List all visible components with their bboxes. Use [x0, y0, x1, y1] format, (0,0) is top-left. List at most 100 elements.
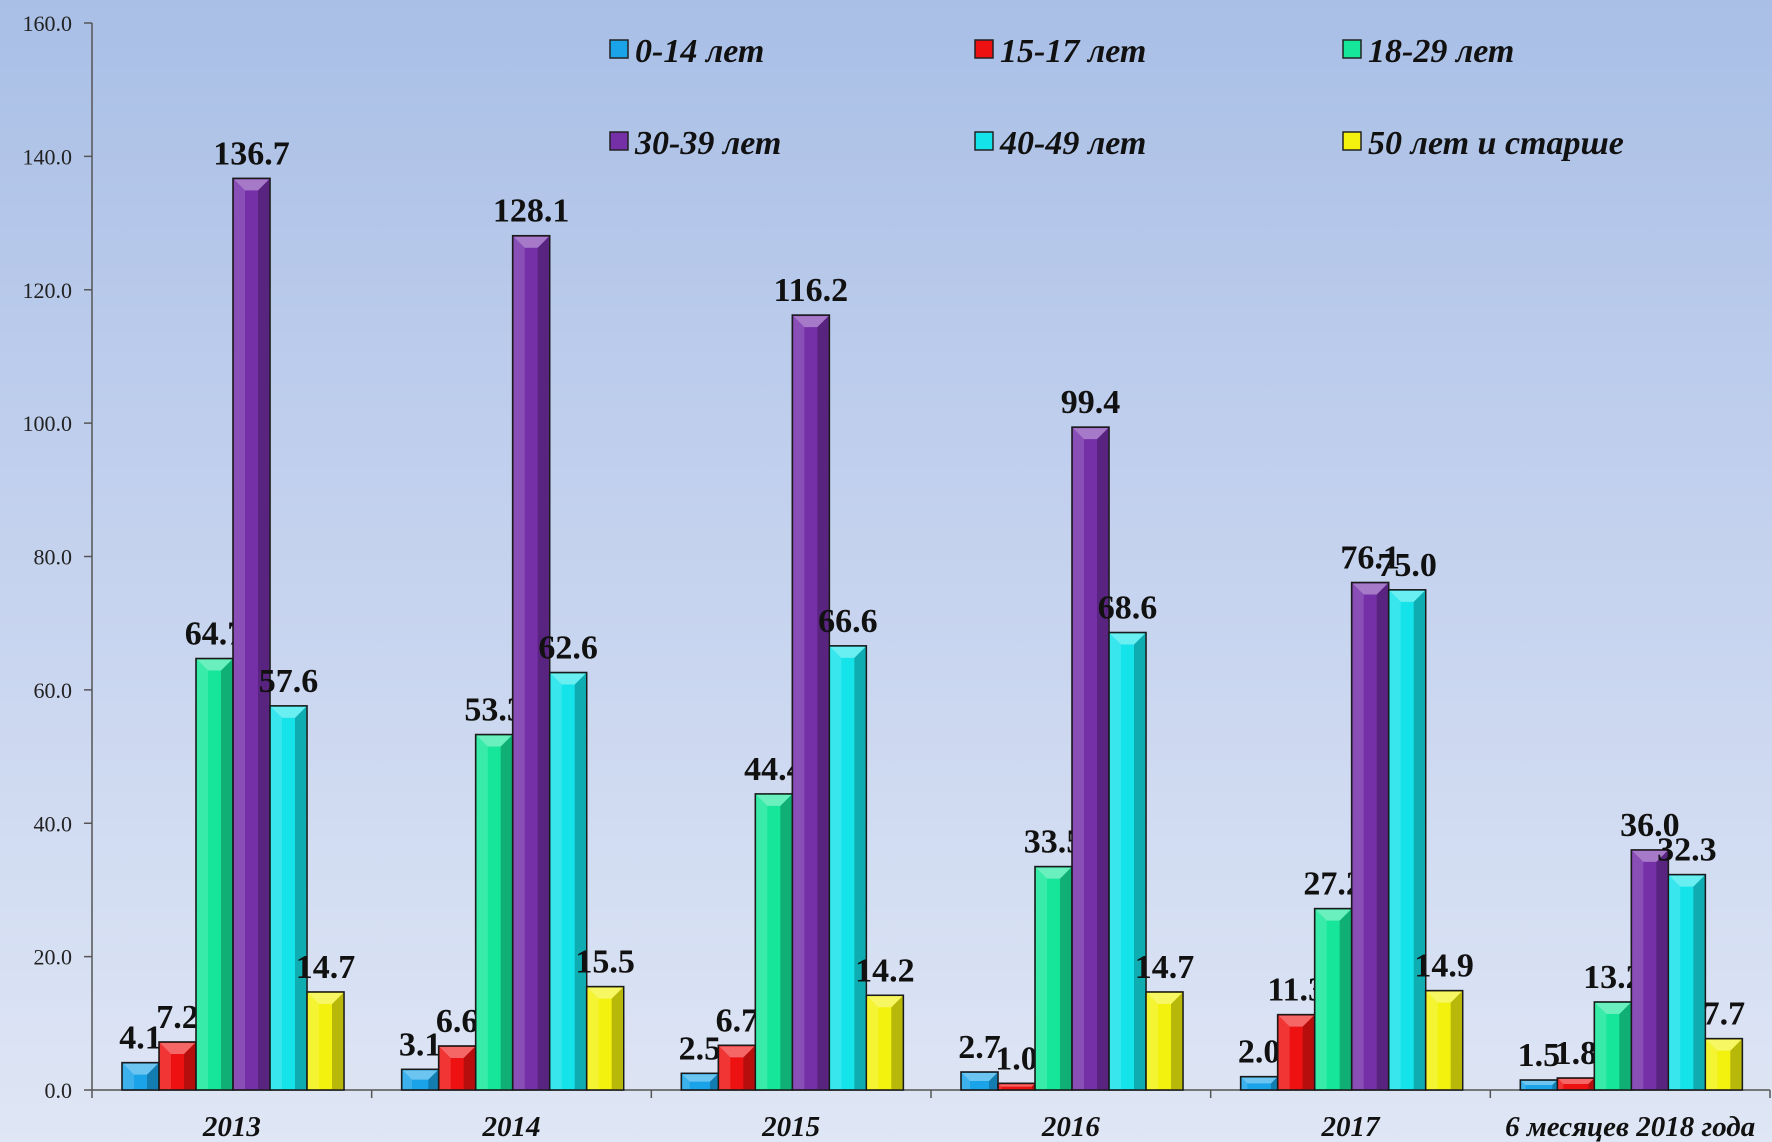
data-label: 116.2 — [774, 272, 849, 309]
data-label: 3.1 — [399, 1026, 442, 1063]
legend-swatch — [609, 131, 629, 151]
bar-bevel-left — [1073, 428, 1084, 1090]
bar-bevel-left — [1521, 1080, 1526, 1089]
x-category-label: 2016 — [1041, 1111, 1101, 1142]
bar-bevel-left — [719, 1046, 731, 1089]
bar-bevel-right — [574, 673, 586, 1089]
data-label: 1.0 — [995, 1040, 1038, 1077]
bar-bevel-top — [513, 236, 549, 248]
data-label: 32.3 — [1657, 832, 1717, 869]
legend-label: 40-49 лет — [999, 125, 1146, 162]
bar-bevel-left — [439, 1046, 451, 1089]
data-label: 14.7 — [296, 949, 356, 986]
bar-bevel-top — [402, 1070, 438, 1080]
bar-bevel-right — [428, 1070, 438, 1089]
x-category-label: 2013 — [202, 1111, 261, 1142]
bar-bevel-right — [743, 1046, 755, 1089]
bar-bevel-top — [1110, 633, 1145, 645]
bar-bevel-right — [1588, 1078, 1594, 1089]
data-label: 66.6 — [818, 603, 878, 640]
bar-bevel-top — [1389, 590, 1425, 602]
data-label: 1.5 — [1518, 1037, 1561, 1074]
bar-bevel-right — [332, 992, 343, 1089]
legend-swatch — [974, 131, 994, 151]
bar-bevel-top — [1521, 1080, 1557, 1085]
bar-bevel-left — [197, 659, 208, 1089]
bar-bevel-right — [1450, 991, 1462, 1089]
bar-bevel-left — [1278, 1015, 1290, 1089]
bar-bevel-top — [756, 794, 792, 806]
y-tick-label: 140.0 — [23, 144, 73, 169]
bar-bevel-left — [1147, 992, 1158, 1089]
y-tick-label: 160.0 — [23, 11, 73, 36]
bar-bevel-left — [1595, 1002, 1607, 1089]
bar-bevel-top — [867, 996, 903, 1008]
bar-bevel-left — [1669, 875, 1681, 1089]
bar-bevel-left — [756, 794, 768, 1089]
y-tick-label: 120.0 — [23, 278, 73, 303]
bar-bevel-top — [1669, 875, 1705, 887]
bar-bevel-right — [1656, 850, 1668, 1089]
data-label: 2.7 — [958, 1029, 1001, 1066]
bar-bevel-left — [999, 1084, 1002, 1089]
bar-bevel-left — [402, 1070, 413, 1089]
legend-swatch — [609, 39, 629, 59]
bar-bevel-top — [1706, 1039, 1742, 1051]
bar-bevel-left — [513, 236, 525, 1089]
data-label: 4.1 — [119, 1020, 162, 1057]
legend-label: 0-14 лет — [635, 33, 764, 70]
legend-label: 50 лет и старше — [1368, 125, 1624, 162]
bar-bevel-right — [891, 996, 903, 1089]
bar-bevel-left — [1389, 590, 1401, 1089]
bar-bevel-right — [1097, 428, 1108, 1090]
data-label: 128.1 — [493, 193, 570, 230]
data-label: 14.9 — [1414, 948, 1474, 985]
bar-bevel-top — [830, 646, 866, 658]
bar-bevel-left — [587, 987, 599, 1089]
bar-bevel-right — [221, 659, 232, 1089]
y-tick-label: 100.0 — [23, 411, 73, 436]
bar-bevel-right — [1339, 909, 1351, 1089]
bar-bevel-right — [1134, 633, 1145, 1089]
bar-bevel-right — [1413, 590, 1425, 1089]
x-category-label: 6 месяцев 2018 года — [1505, 1111, 1755, 1142]
bar-bevel-top — [587, 987, 623, 999]
bar-bevel-left — [1632, 850, 1644, 1089]
bar-bevel-left — [962, 1072, 971, 1089]
bar-bevel-top — [123, 1063, 158, 1075]
bar-bevel-left — [123, 1063, 134, 1089]
bar-bevel-right — [1060, 867, 1071, 1089]
data-label: 2.5 — [679, 1030, 722, 1067]
bar-bevel-top — [1073, 428, 1108, 440]
legend-label: 18-29 лет — [1368, 33, 1514, 70]
data-label: 57.6 — [259, 663, 319, 700]
bar-bevel-left — [793, 316, 805, 1089]
legend-swatch — [1342, 131, 1362, 151]
data-label: 14.2 — [855, 952, 915, 989]
x-category-label: 2015 — [761, 1111, 820, 1142]
bar-bevel-right — [463, 1046, 475, 1089]
bar-bevel-top — [1241, 1077, 1277, 1084]
y-tick-label: 60.0 — [34, 678, 73, 703]
bar-bevel-left — [1706, 1039, 1718, 1089]
bar-bevel-top — [439, 1046, 475, 1058]
data-label: 2.0 — [1238, 1034, 1281, 1071]
bar-bevel-left — [160, 1042, 171, 1089]
bar-bevel-top — [550, 673, 586, 685]
bar-bevel-left — [1426, 991, 1438, 1089]
bar-bevel-left — [867, 996, 879, 1089]
data-label: 136.7 — [213, 135, 290, 172]
bar-bevel-left — [234, 179, 245, 1089]
bar-bevel-right — [988, 1072, 997, 1089]
bar-bevel-right — [780, 794, 792, 1089]
bar-bevel-right — [1552, 1080, 1557, 1089]
legend-swatch — [1342, 39, 1362, 59]
data-label: 68.6 — [1098, 590, 1158, 627]
bar-bevel-left — [550, 673, 562, 1089]
bar-bevel-top — [719, 1046, 755, 1058]
bar-bevel-right — [817, 316, 829, 1089]
bar-bevel-right — [295, 706, 306, 1089]
bar-bevel-right — [537, 236, 549, 1089]
bar-bevel-top — [1352, 583, 1388, 595]
